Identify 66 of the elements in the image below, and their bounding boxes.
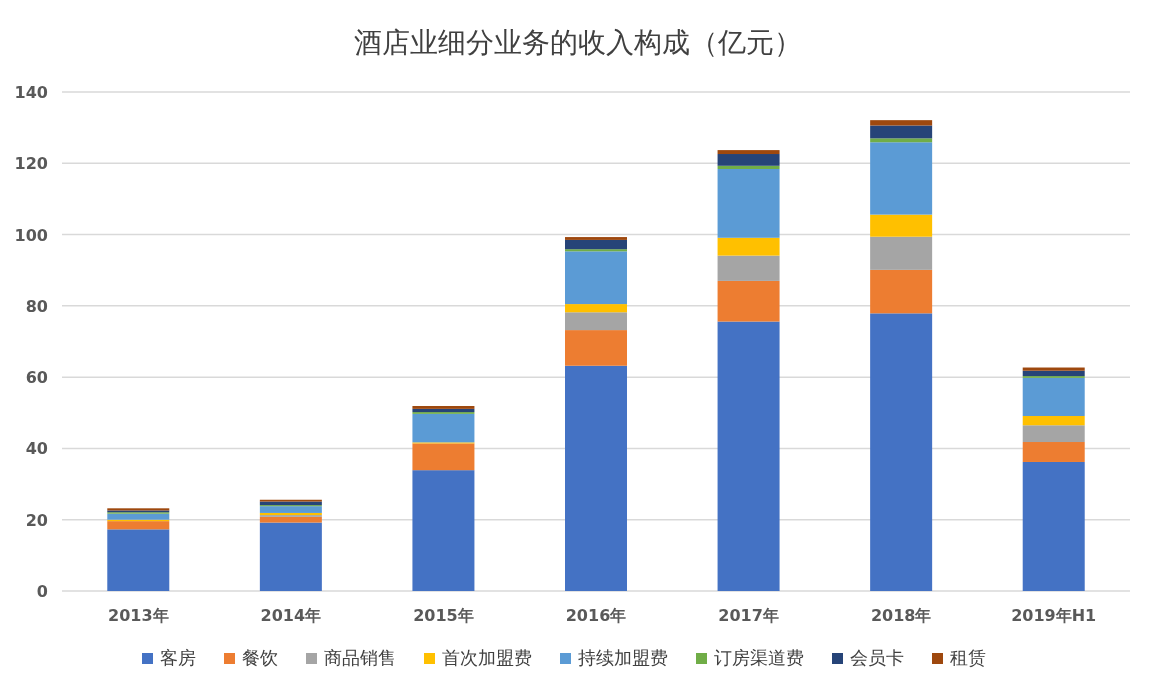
bar xyxy=(1022,367,1085,371)
bar xyxy=(870,125,933,139)
bar xyxy=(1022,415,1085,426)
bar xyxy=(565,239,627,250)
legend-label: 持续加盟费 xyxy=(578,647,668,668)
bar xyxy=(107,521,170,530)
chart-title: 酒店业细分业务的收入构成（亿元） xyxy=(354,26,802,59)
legend-label: 会员卡 xyxy=(850,647,904,668)
x-tick-label: 2018年 xyxy=(870,606,932,625)
bar xyxy=(717,150,780,155)
bar xyxy=(870,313,933,591)
bar xyxy=(565,237,627,240)
bar xyxy=(259,522,322,591)
y-tick-label: 60 xyxy=(25,368,48,388)
y-tick-label: 100 xyxy=(14,225,48,245)
y-tick-label: 40 xyxy=(25,439,48,459)
bar xyxy=(870,214,933,237)
bar xyxy=(107,513,170,520)
legend-label: 商品销售 xyxy=(324,647,396,668)
x-tick-label: 2013年 xyxy=(108,606,169,625)
bar xyxy=(717,154,780,166)
y-tick-label: 120 xyxy=(14,154,48,174)
x-tick-label: 2019年H1 xyxy=(1011,606,1097,625)
bar xyxy=(412,470,475,591)
bar xyxy=(1022,461,1085,591)
bar xyxy=(870,236,933,270)
bar xyxy=(565,312,627,331)
bar xyxy=(870,120,933,126)
legend-label: 客房 xyxy=(160,647,196,668)
bar xyxy=(1022,370,1085,377)
x-tick-label: 2017年 xyxy=(718,606,779,625)
bar xyxy=(565,251,627,305)
bar xyxy=(870,269,933,314)
bar xyxy=(565,330,627,366)
bar xyxy=(565,249,627,252)
bar xyxy=(259,516,322,523)
bar xyxy=(870,138,933,143)
y-tick-label: 80 xyxy=(25,296,48,316)
bar xyxy=(717,321,780,591)
legend-label: 餐饮 xyxy=(242,647,278,668)
bar xyxy=(717,165,780,169)
bar xyxy=(412,406,475,409)
bar xyxy=(107,529,170,591)
bar xyxy=(412,443,475,471)
bar xyxy=(412,413,475,443)
y-tick-label: 20 xyxy=(25,510,48,530)
bar xyxy=(717,255,780,281)
bar xyxy=(565,365,627,591)
x-tick-label: 2016年 xyxy=(565,606,627,625)
bar xyxy=(717,168,780,238)
bar xyxy=(1022,425,1085,443)
bar xyxy=(565,304,627,313)
bar xyxy=(412,408,475,413)
legend-label: 首次加盟费 xyxy=(442,647,532,668)
x-tick-label: 2015年 xyxy=(413,606,474,625)
y-tick-label: 0 xyxy=(36,582,48,601)
x-tick-label: 2014年 xyxy=(260,606,322,625)
legend-label: 租赁 xyxy=(950,647,986,668)
bar xyxy=(870,142,933,215)
bar xyxy=(1022,377,1085,416)
bar xyxy=(259,506,322,513)
bar xyxy=(1022,442,1085,462)
y-tick-label: 140 xyxy=(14,83,48,102)
bar xyxy=(717,237,780,256)
bar xyxy=(717,280,780,322)
legend-label: 订房渠道费 xyxy=(714,647,804,668)
